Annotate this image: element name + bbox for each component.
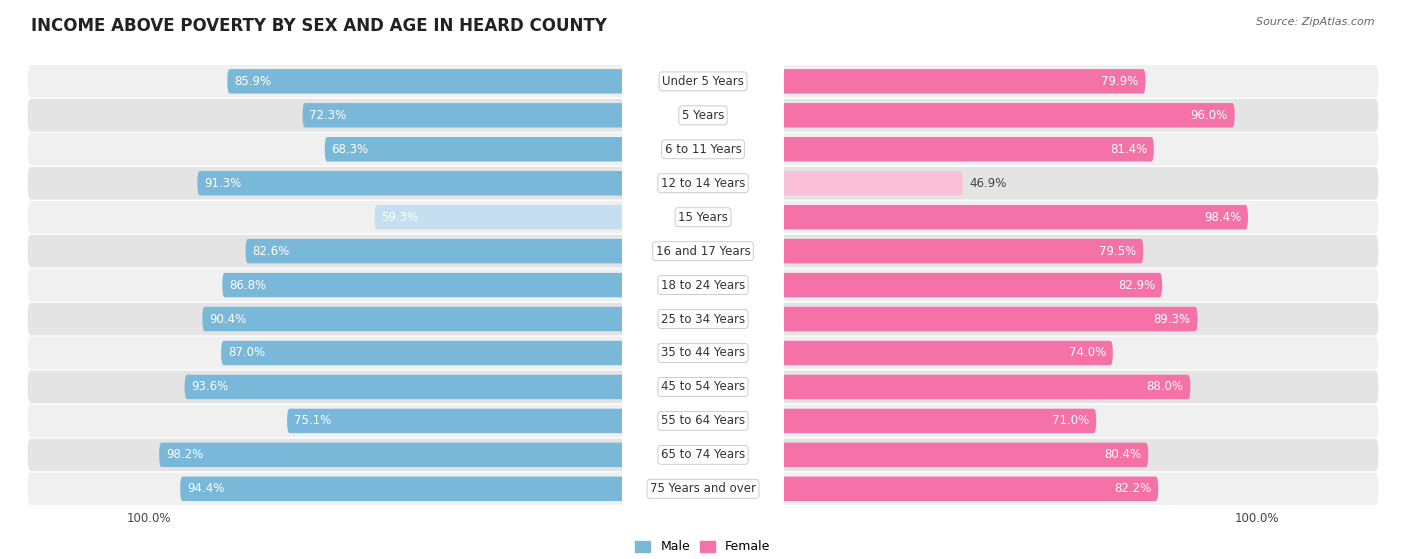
FancyBboxPatch shape <box>703 239 1143 263</box>
FancyBboxPatch shape <box>302 103 703 127</box>
FancyBboxPatch shape <box>28 201 1378 234</box>
FancyBboxPatch shape <box>703 205 1249 229</box>
FancyBboxPatch shape <box>703 171 963 196</box>
Text: 90.4%: 90.4% <box>209 312 246 325</box>
FancyBboxPatch shape <box>28 167 1378 200</box>
FancyBboxPatch shape <box>28 303 1378 335</box>
Text: 75.1%: 75.1% <box>294 414 330 428</box>
Text: 89.3%: 89.3% <box>1154 312 1191 325</box>
Text: 6 to 11 Years: 6 to 11 Years <box>665 143 741 156</box>
FancyBboxPatch shape <box>246 239 703 263</box>
FancyBboxPatch shape <box>28 405 1378 437</box>
FancyBboxPatch shape <box>180 477 703 501</box>
FancyBboxPatch shape <box>202 307 703 331</box>
Text: 35 to 44 Years: 35 to 44 Years <box>661 347 745 359</box>
Text: 94.4%: 94.4% <box>187 482 225 495</box>
Text: 96.0%: 96.0% <box>1191 109 1227 122</box>
FancyBboxPatch shape <box>28 133 1378 165</box>
Text: 15 Years: 15 Years <box>678 211 728 224</box>
Text: 46.9%: 46.9% <box>970 177 1007 190</box>
Text: 85.9%: 85.9% <box>233 75 271 88</box>
FancyBboxPatch shape <box>703 443 1149 467</box>
FancyBboxPatch shape <box>703 69 1146 93</box>
FancyBboxPatch shape <box>159 443 703 467</box>
FancyBboxPatch shape <box>374 205 703 229</box>
FancyBboxPatch shape <box>28 269 1378 301</box>
Text: 98.2%: 98.2% <box>166 448 202 461</box>
FancyBboxPatch shape <box>703 307 1198 331</box>
FancyBboxPatch shape <box>325 137 703 162</box>
Text: Source: ZipAtlas.com: Source: ZipAtlas.com <box>1257 17 1375 27</box>
Text: 59.3%: 59.3% <box>381 211 419 224</box>
FancyBboxPatch shape <box>228 69 703 93</box>
Text: 98.4%: 98.4% <box>1204 211 1241 224</box>
Text: 16 and 17 Years: 16 and 17 Years <box>655 245 751 258</box>
Text: INCOME ABOVE POVERTY BY SEX AND AGE IN HEARD COUNTY: INCOME ABOVE POVERTY BY SEX AND AGE IN H… <box>31 17 607 35</box>
FancyBboxPatch shape <box>621 64 785 506</box>
Text: 71.0%: 71.0% <box>1052 414 1090 428</box>
FancyBboxPatch shape <box>703 341 1114 365</box>
FancyBboxPatch shape <box>28 337 1378 369</box>
Text: 100.0%: 100.0% <box>127 512 172 525</box>
Legend: Male, Female: Male, Female <box>630 536 776 558</box>
Text: 5 Years: 5 Years <box>682 109 724 122</box>
FancyBboxPatch shape <box>28 65 1378 98</box>
FancyBboxPatch shape <box>28 371 1378 403</box>
FancyBboxPatch shape <box>703 409 1097 433</box>
FancyBboxPatch shape <box>287 409 703 433</box>
Text: 81.4%: 81.4% <box>1109 143 1147 156</box>
FancyBboxPatch shape <box>197 171 703 196</box>
Text: 75 Years and over: 75 Years and over <box>650 482 756 495</box>
FancyBboxPatch shape <box>184 375 703 399</box>
Text: 93.6%: 93.6% <box>191 381 229 394</box>
FancyBboxPatch shape <box>221 341 703 365</box>
Text: 86.8%: 86.8% <box>229 278 266 292</box>
Text: 82.2%: 82.2% <box>1115 482 1152 495</box>
FancyBboxPatch shape <box>222 273 703 297</box>
FancyBboxPatch shape <box>28 99 1378 131</box>
Text: 79.9%: 79.9% <box>1101 75 1139 88</box>
FancyBboxPatch shape <box>703 103 1234 127</box>
Text: 68.3%: 68.3% <box>332 143 368 156</box>
Text: 80.4%: 80.4% <box>1105 448 1142 461</box>
Text: 45 to 54 Years: 45 to 54 Years <box>661 381 745 394</box>
Text: 82.6%: 82.6% <box>252 245 290 258</box>
FancyBboxPatch shape <box>703 375 1191 399</box>
Text: 82.9%: 82.9% <box>1118 278 1156 292</box>
Text: 18 to 24 Years: 18 to 24 Years <box>661 278 745 292</box>
FancyBboxPatch shape <box>28 439 1378 471</box>
Text: 79.5%: 79.5% <box>1099 245 1136 258</box>
Text: 12 to 14 Years: 12 to 14 Years <box>661 177 745 190</box>
FancyBboxPatch shape <box>28 235 1378 267</box>
Text: 87.0%: 87.0% <box>228 347 264 359</box>
FancyBboxPatch shape <box>28 472 1378 505</box>
Text: 91.3%: 91.3% <box>204 177 242 190</box>
Text: 100.0%: 100.0% <box>1234 512 1279 525</box>
Text: 72.3%: 72.3% <box>309 109 346 122</box>
Text: 65 to 74 Years: 65 to 74 Years <box>661 448 745 461</box>
Text: 25 to 34 Years: 25 to 34 Years <box>661 312 745 325</box>
FancyBboxPatch shape <box>703 477 1159 501</box>
FancyBboxPatch shape <box>703 137 1154 162</box>
Text: 55 to 64 Years: 55 to 64 Years <box>661 414 745 428</box>
FancyBboxPatch shape <box>703 273 1163 297</box>
Text: Under 5 Years: Under 5 Years <box>662 75 744 88</box>
Text: 74.0%: 74.0% <box>1069 347 1107 359</box>
Text: 88.0%: 88.0% <box>1147 381 1184 394</box>
